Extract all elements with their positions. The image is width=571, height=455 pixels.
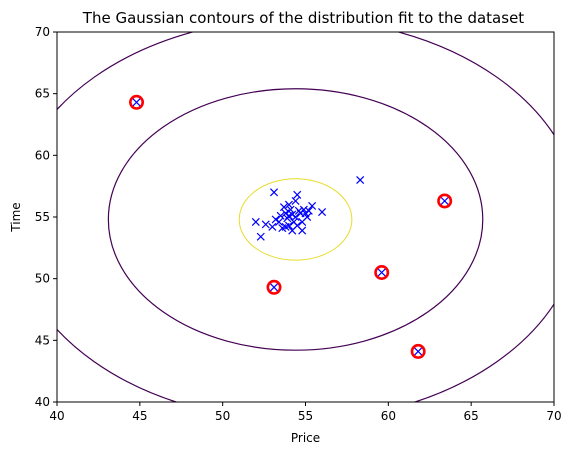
x-tick-label: 65 [464, 409, 479, 423]
data-point [304, 206, 313, 215]
x-axis-label: Price [291, 431, 320, 445]
outlier-marker [437, 193, 453, 209]
y-tick-label: 65 [35, 87, 50, 101]
data-point [256, 232, 265, 241]
data-point [251, 217, 260, 226]
data-point [132, 98, 141, 107]
plot-frame [56, 31, 555, 403]
chart-title: The Gaussian contours of the distributio… [82, 9, 524, 27]
x-tick-label: 40 [49, 409, 64, 423]
data-point [286, 205, 295, 214]
y-tick-label: 60 [35, 148, 50, 162]
data-point [318, 208, 327, 217]
outlier-marker [410, 343, 426, 359]
x-tick-label: 50 [215, 409, 230, 423]
data-point [377, 268, 386, 277]
data-point [293, 190, 302, 199]
data-point [261, 220, 270, 229]
contour-inner [238, 178, 353, 261]
data-point [291, 212, 300, 222]
contour-outer-1 [107, 88, 484, 351]
data-point [281, 222, 290, 231]
data-point [284, 200, 293, 209]
y-tick-label: 70 [35, 25, 50, 39]
y-tick-label: 55 [35, 210, 50, 224]
x-tick-label: 45 [132, 409, 147, 423]
data-point [268, 222, 277, 231]
data-point [308, 201, 317, 210]
y-tick-label: 45 [35, 333, 50, 347]
outliers-layer [129, 94, 453, 359]
data-point [269, 188, 279, 197]
data-point [414, 347, 423, 356]
data-point [440, 196, 449, 205]
y-tick-label: 50 [35, 272, 50, 286]
outlier-marker [374, 264, 390, 280]
data-point [303, 212, 312, 222]
data-point [298, 226, 307, 235]
x-tick-label: 60 [381, 409, 396, 423]
y-tick-label: 40 [35, 395, 50, 409]
y-axis: 40 45 50 55 60 65 70 [35, 25, 57, 409]
data-point [356, 175, 365, 185]
x-tick-label: 70 [546, 409, 561, 423]
x-axis: 40 45 50 55 60 65 70 [49, 402, 562, 423]
y-axis-label: Time [9, 202, 23, 232]
outlier-marker [129, 94, 145, 110]
outlier-marker [266, 279, 282, 295]
points-layer [132, 98, 449, 356]
data-point [291, 196, 300, 205]
x-tick-label: 55 [298, 409, 313, 423]
data-point [279, 203, 288, 212]
data-point [276, 211, 285, 220]
data-point [269, 283, 279, 292]
data-point [274, 217, 284, 226]
data-point [284, 211, 293, 220]
